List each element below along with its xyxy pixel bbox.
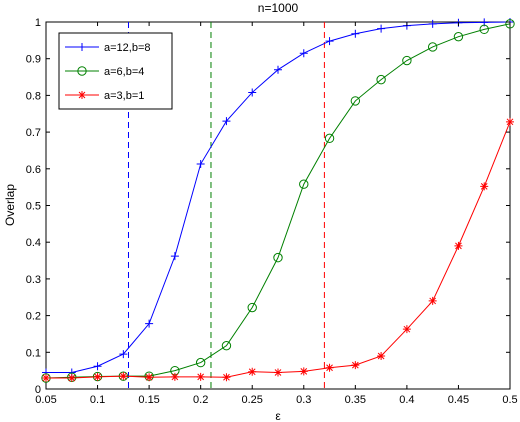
x-tick-label: 0.3 bbox=[296, 394, 311, 406]
x-tick-label: 0.4 bbox=[399, 394, 414, 406]
data-point bbox=[377, 24, 386, 33]
data-point bbox=[479, 24, 489, 35]
data-point bbox=[376, 74, 386, 85]
data-point bbox=[351, 361, 360, 370]
data-point bbox=[93, 372, 102, 381]
legend-item: a=6,b=4 bbox=[65, 66, 144, 78]
data-point bbox=[274, 368, 282, 377]
data-point bbox=[427, 42, 438, 52]
data-point bbox=[428, 19, 437, 28]
x-tick-label: 0.25 bbox=[242, 394, 263, 406]
legend-item: a=3,b=1 bbox=[65, 90, 144, 102]
data-point bbox=[170, 372, 179, 381]
data-point bbox=[299, 49, 308, 58]
axes: 0.05 0.1 0.15 0.2 0.25 0.3 0.35 0.4 0.45 0.5 0 0.1 0… bbox=[26, 17, 518, 406]
data-point bbox=[402, 55, 412, 66]
data-point bbox=[67, 373, 76, 382]
data-point bbox=[274, 65, 282, 74]
chart-title: n=1000 bbox=[258, 1, 299, 15]
data-point bbox=[145, 319, 154, 328]
legend-item: a=12,b=8 bbox=[65, 42, 151, 54]
y-axis-label: Overlap bbox=[3, 184, 17, 226]
data-point bbox=[42, 373, 50, 382]
data-point bbox=[506, 117, 514, 126]
x-tick-label: 0.15 bbox=[138, 394, 159, 406]
data-point bbox=[248, 367, 257, 376]
y-tick-label: 0.8 bbox=[26, 90, 41, 102]
series-layer bbox=[41, 18, 515, 383]
x-tick-label: 0.35 bbox=[345, 394, 366, 406]
data-point bbox=[195, 357, 206, 368]
x-tick-label: 0.2 bbox=[193, 394, 208, 406]
legend-label: a=12,b=8 bbox=[104, 42, 151, 54]
y-tick-label: 0.6 bbox=[26, 164, 41, 176]
legend-marker bbox=[78, 91, 86, 99]
data-point bbox=[119, 372, 128, 381]
data-point bbox=[428, 296, 437, 305]
y-tick-label: 0.1 bbox=[26, 347, 41, 359]
y-tick-label: 0.2 bbox=[26, 311, 41, 323]
data-point bbox=[196, 160, 205, 169]
legend-label: a=6,b=4 bbox=[104, 66, 144, 78]
x-tick-label: 0.1 bbox=[90, 394, 105, 406]
data-point bbox=[273, 252, 283, 263]
data-point bbox=[221, 340, 232, 351]
data-point bbox=[325, 363, 334, 372]
data-point bbox=[119, 350, 128, 359]
data-point bbox=[350, 96, 361, 106]
data-point bbox=[402, 325, 411, 334]
y-tick-label: 1 bbox=[35, 17, 41, 29]
data-point bbox=[222, 117, 231, 126]
legend-marker bbox=[77, 66, 87, 76]
data-point bbox=[248, 88, 257, 97]
y-tick-label: 0.4 bbox=[26, 237, 41, 249]
legend-label: a=3,b=1 bbox=[104, 90, 144, 102]
data-point bbox=[505, 19, 515, 29]
y-tick-label: 0 bbox=[35, 384, 41, 396]
legend: a=12,b=8 a=6,b=4 a=3,b=1 bbox=[58, 32, 173, 110]
data-point bbox=[299, 179, 309, 189]
data-point bbox=[196, 372, 205, 381]
data-point bbox=[93, 362, 102, 371]
x-tick-label: 0.45 bbox=[448, 394, 469, 406]
data-point bbox=[480, 182, 489, 191]
legend-marker bbox=[78, 43, 86, 51]
data-point bbox=[325, 37, 334, 46]
data-point bbox=[299, 367, 308, 376]
data-point bbox=[453, 31, 464, 42]
data-point bbox=[377, 351, 386, 360]
data-point bbox=[222, 373, 231, 382]
series bbox=[42, 117, 514, 382]
x-tick-label: 0.05 bbox=[35, 394, 56, 406]
y-tick-label: 0.5 bbox=[26, 201, 41, 213]
y-tick-label: 0.9 bbox=[26, 54, 41, 66]
y-tick-label: 0.7 bbox=[26, 127, 41, 139]
data-point bbox=[324, 133, 335, 144]
data-point bbox=[454, 241, 463, 250]
y-tick-label: 0.3 bbox=[26, 274, 41, 286]
x-tick-label: 0.5 bbox=[502, 394, 517, 406]
data-point bbox=[145, 373, 154, 382]
data-point bbox=[351, 29, 360, 38]
data-point bbox=[170, 252, 179, 261]
data-point bbox=[247, 302, 257, 313]
x-axis-label: ε bbox=[275, 409, 281, 422]
